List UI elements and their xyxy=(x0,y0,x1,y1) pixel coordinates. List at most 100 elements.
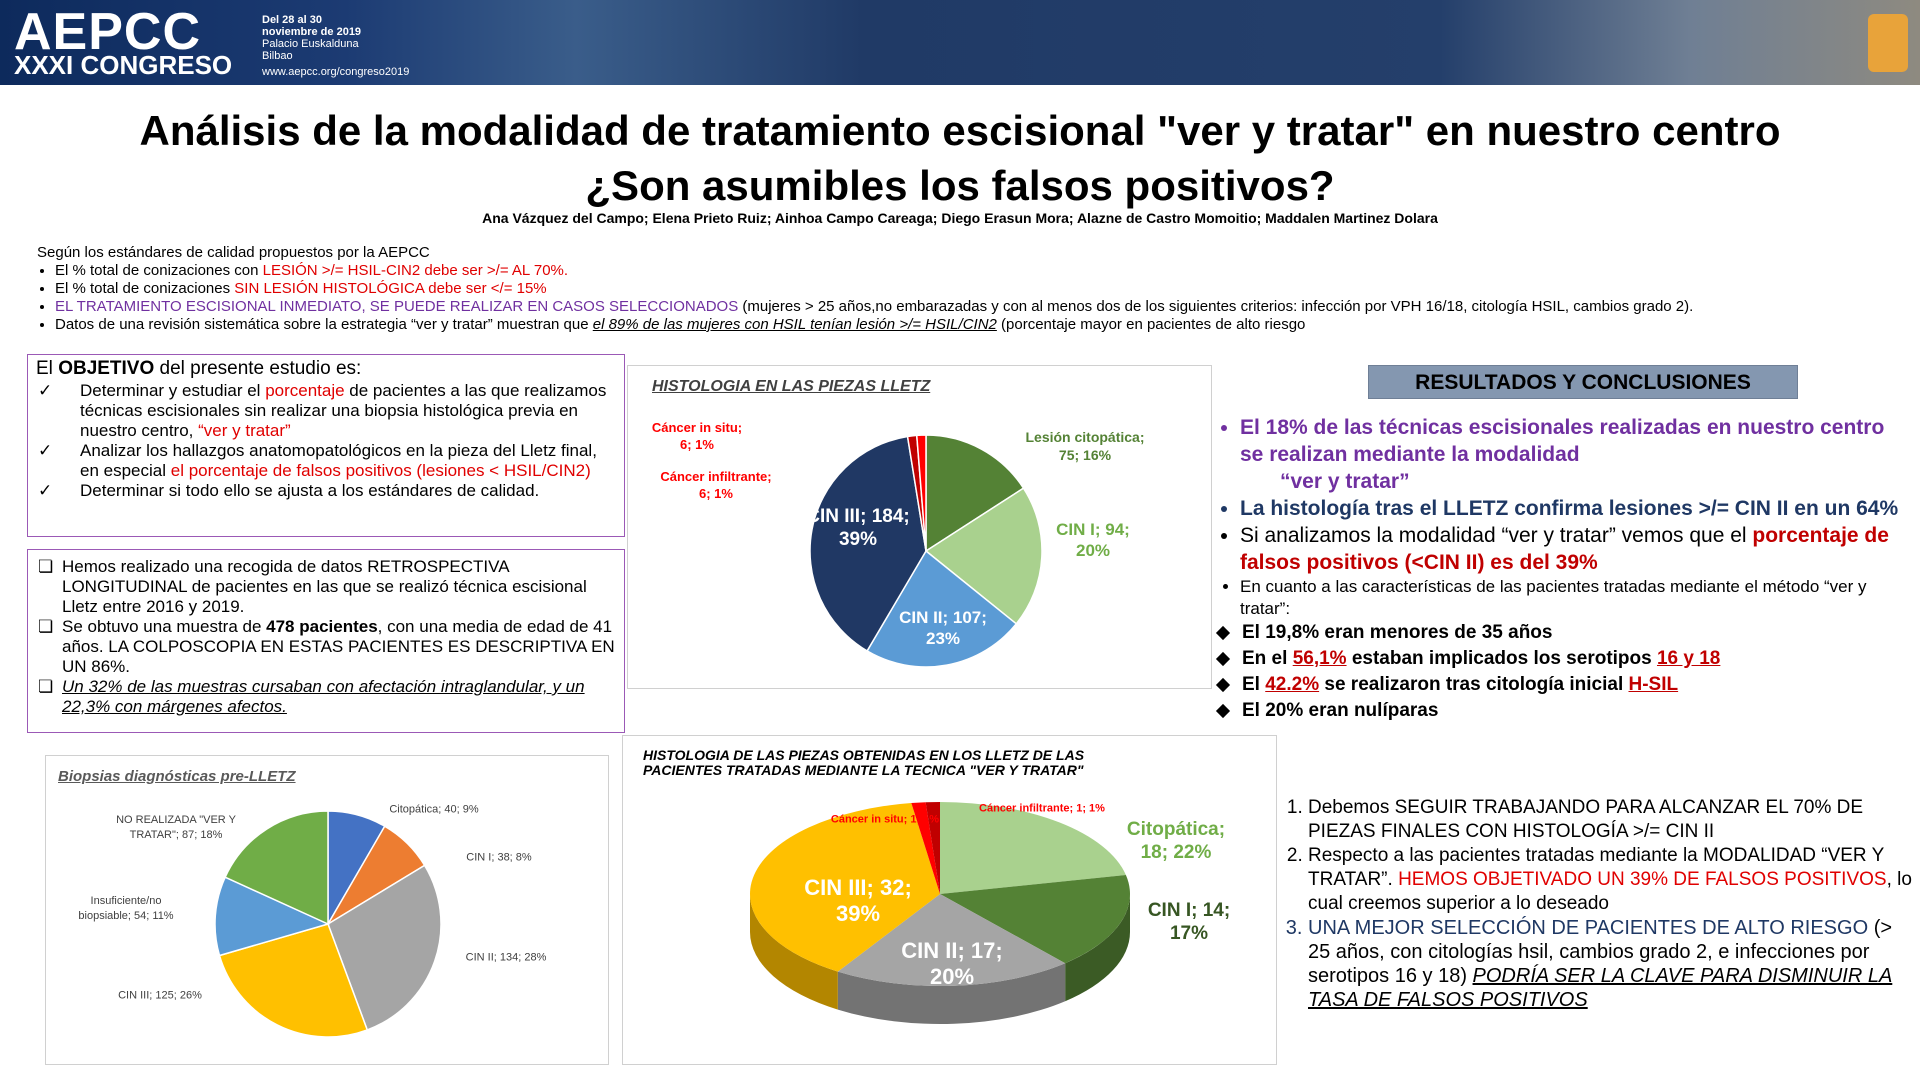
data-label: CIN II; 134; 28% xyxy=(465,951,547,964)
pie-slice xyxy=(224,810,329,926)
data-label: CIN III; 125; 26% xyxy=(118,989,202,1002)
text: Se obtuvo una muestra de xyxy=(62,617,267,636)
text: estaban implicados los serotipos xyxy=(1346,648,1657,669)
text: UNA MEJOR SELECCIÓN DE PACIENTES DE ALTO… xyxy=(1308,917,1869,939)
conclusion-item: Debemos SEGUIR TRABAJANDO PARA ALCANZAR … xyxy=(1308,796,1912,844)
text: 16 y 18 xyxy=(1656,648,1721,669)
text: de pacientes a las que realizamos técnic… xyxy=(80,381,607,440)
pie-slice xyxy=(940,802,1126,894)
feature-item: El 19,8% eran menores de 35 años xyxy=(1242,620,1912,646)
feature-item: El 42.2% se realizaron tras citología in… xyxy=(1242,672,1912,698)
check: ✓ xyxy=(38,481,53,500)
text: SIN LESIÓN HISTOLÓGICA debe ser </= 15% xyxy=(234,280,547,297)
data-label: Citopática; 40; 9% xyxy=(389,803,479,816)
text: El 20% eran nulíparas xyxy=(1242,700,1439,721)
text: Si analizamos la modalidad “ver y tratar… xyxy=(1240,524,1753,547)
data-label: Cáncer infiltrante; 6; 1% xyxy=(660,469,772,501)
data-label: CIN III; 32; 39% xyxy=(804,875,912,926)
text: Analizar los hallazgos anatomopatológico… xyxy=(80,441,597,480)
text: (porcentaje mayor en pacientes de alto r… xyxy=(996,316,1306,333)
text: OBJETIVO xyxy=(58,358,155,379)
intro: Según los estándares de calidad propuest… xyxy=(37,244,1897,334)
pie-svg xyxy=(750,802,1130,1024)
data-label: CIN II; 107; 23% xyxy=(899,608,987,648)
text: Un 32% de las muestras cursaban con afec… xyxy=(62,677,585,716)
intro-item: EL TRATAMIENTO ESCISIONAL INMEDIATO, SE … xyxy=(55,298,1897,316)
feature-item: El 20% eran nulíparas xyxy=(1242,698,1912,724)
pie-slice xyxy=(940,874,1130,964)
pie-slice xyxy=(214,876,331,957)
text: Datos de una revisión sistemática sobre … xyxy=(55,316,593,333)
objective-item: ✓ Determinar y estudiar el porcentaje de … xyxy=(36,381,616,441)
methods-item: ❏ Un 32% de las muestras cursaban con afe… xyxy=(36,677,616,717)
text: “ver y tratar” xyxy=(1280,470,1410,493)
pie-slice xyxy=(925,434,1025,553)
chart-title: Biopsias diagnósticas pre-LLETZ xyxy=(58,768,296,785)
result-item: En cuanto a las características de las p… xyxy=(1240,576,1912,620)
brand: AEPCC xyxy=(14,3,202,61)
methods-item: ❏ Se obtuvo una muestra de 478 pacientes,… xyxy=(36,617,616,677)
methods-box: ❏ Hemos realizado una recogida de datos R… xyxy=(27,549,625,733)
pie-slice xyxy=(866,549,1018,668)
text: , lo cual creemos superior a lo deseado xyxy=(1308,869,1912,914)
text: El 19,8% eran menores de 35 años xyxy=(1242,622,1553,643)
pie-slice xyxy=(218,923,369,1038)
pie-slice xyxy=(750,803,940,972)
results: El 18% de las técnicas escisionales real… xyxy=(1212,414,1912,724)
data-label: Insuficiente/no biopsiable; 54; 11% xyxy=(78,895,174,922)
objective-heading: El OBJETIVO del presente estudio es: xyxy=(36,359,616,379)
text: 478 pacientes xyxy=(266,617,378,636)
text: El % total de conizaciones xyxy=(55,280,235,297)
text: del presente estudio es: xyxy=(154,358,362,379)
box-bullet: ❏ xyxy=(38,617,54,636)
pie-svg xyxy=(214,810,442,1038)
text: El xyxy=(36,358,59,379)
pie-slice xyxy=(925,802,940,894)
data-label: CIN I; 14; 17% xyxy=(1147,900,1231,944)
data-label: CIN I; 38; 8% xyxy=(466,851,532,864)
box-bullet: ❏ xyxy=(38,557,54,576)
dates: Del 28 al 30 noviembre de 2019 Palacio E… xyxy=(262,14,361,62)
text: , con una media de edad de 41 años. LA C… xyxy=(62,617,615,676)
text: HEMOS OBJETIVADO UN 39% DE FALSOS POSITI… xyxy=(1398,869,1887,890)
results-heading: RESULTADOS Y CONCLUSIONES xyxy=(1368,365,1798,399)
conclusions-list: Debemos SEGUIR TRABAJANDO PARA ALCANZAR … xyxy=(1262,796,1912,1012)
header-banner: AEPCC XXXI CONGRESO Del 28 al 30 noviemb… xyxy=(0,0,1920,85)
pie-side xyxy=(750,894,838,1010)
text: LESIÓN >/= HSIL-CIN2 debe ser >/= AL 70%… xyxy=(262,262,569,279)
intro-list: El % total de conizaciones con LESIÓN >/… xyxy=(37,262,1897,334)
intro-item: El % total de conizaciones SIN LESIÓN HI… xyxy=(55,280,1897,298)
chart-biopsias: Biopsias diagnósticas pre-LLETZ Citopáti… xyxy=(45,755,609,1065)
text: Respecto a las pacientes tratadas median… xyxy=(1308,845,1884,890)
date-line: noviembre de 2019 xyxy=(262,26,362,38)
result-item: La histología tras el LLETZ confirma les… xyxy=(1240,495,1912,522)
pie-slice xyxy=(911,802,940,894)
methods-item: ❏ Hemos realizado una recogida de datos R… xyxy=(36,557,616,617)
objective-item: ✓ Analizar los hallazgos anatomopatológic… xyxy=(36,441,616,481)
check: ✓ xyxy=(38,441,53,460)
results-list: El 18% de las técnicas escisionales real… xyxy=(1212,414,1912,620)
chart-histologia: HISTOLOGIA EN LAS PIEZAS LLETZ Lesión ci… xyxy=(627,365,1212,689)
pie-slice xyxy=(327,864,442,1031)
text: El 18% de las técnicas escisionales real… xyxy=(1240,416,1885,466)
text: Hemos realizado una recogida de datos RE… xyxy=(62,557,587,616)
text: H-SIL xyxy=(1628,674,1679,695)
text: 56,1% xyxy=(1292,648,1347,669)
text: El % total de conizaciones con xyxy=(55,262,263,279)
text: el porcentaje de falsos positivos (lesio… xyxy=(170,461,591,480)
text: porcentaje de falsos positivos (<CIN II)… xyxy=(1240,524,1889,574)
data-label: NO REALIZADA "VER Y TRATAR"; 87; 18% xyxy=(116,814,236,841)
text: “ver y tratar” xyxy=(198,421,291,440)
result-item: Si analizamos la modalidad “ver y tratar… xyxy=(1240,522,1912,576)
data-label: Cáncer infiltrante; 1; 1% xyxy=(979,802,1105,815)
data-label: Lesión citopática; 75; 16% xyxy=(1025,429,1145,463)
text: En el xyxy=(1242,648,1293,669)
chart-ver-y-tratar: HISTOLOGIA DE LAS PIEZAS OBTENIDAS EN LO… xyxy=(622,735,1277,1065)
venue-line: Bilbao xyxy=(262,50,293,62)
data-label: Cáncer in situ; 1; 1% xyxy=(830,813,940,826)
objective-list: ✓ Determinar y estudiar el porcentaje de … xyxy=(36,381,616,501)
box-bullet: ❏ xyxy=(38,677,54,696)
features-list: El 19,8% eran menores de 35 años En el 5… xyxy=(1212,620,1912,724)
